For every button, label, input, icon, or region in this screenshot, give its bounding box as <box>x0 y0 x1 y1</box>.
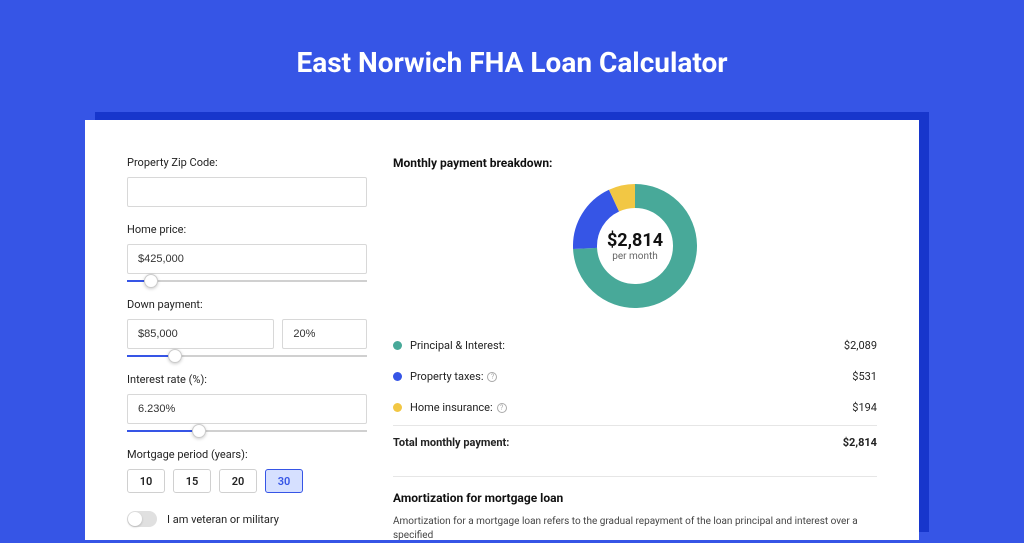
donut-sub: per month <box>607 251 663 262</box>
legend-dot <box>393 403 402 412</box>
mortgage-period-10[interactable]: 10 <box>127 469 165 493</box>
donut-amount: $2,814 <box>607 230 663 251</box>
amortization-text: Amortization for a mortgage loan refers … <box>393 515 877 543</box>
veteran-toggle-handle <box>128 512 142 526</box>
divider <box>393 476 877 477</box>
home-price-label: Home price: <box>127 223 367 236</box>
field-home-price: Home price: <box>127 223 367 282</box>
zip-label: Property Zip Code: <box>127 156 367 169</box>
breakdown-title: Monthly payment breakdown: <box>393 156 877 170</box>
mortgage-period-30[interactable]: 30 <box>265 469 303 493</box>
amortization-title: Amortization for mortgage loan <box>393 491 877 505</box>
breakdown-rows: Principal & Interest:$2,089Property taxe… <box>393 330 877 423</box>
total-value: $2,814 <box>843 436 877 449</box>
breakdown-value: $531 <box>852 370 877 383</box>
legend-dot <box>393 372 402 381</box>
field-interest-rate: Interest rate (%): <box>127 373 367 432</box>
donut-center: $2,814 per month <box>607 230 663 262</box>
interest-rate-input[interactable] <box>127 394 367 424</box>
mortgage-period-label: Mortgage period (years): <box>127 448 367 461</box>
down-payment-percent-input[interactable] <box>282 319 367 349</box>
field-zip: Property Zip Code: <box>127 156 367 207</box>
veteran-label: I am veteran or military <box>167 513 279 526</box>
breakdown-value: $2,089 <box>844 339 877 352</box>
field-mortgage-period: Mortgage period (years): 10 15 20 30 <box>127 448 367 493</box>
mortgage-period-15[interactable]: 15 <box>173 469 211 493</box>
form-column: Property Zip Code: Home price: Down paym… <box>127 156 367 504</box>
home-price-input[interactable] <box>127 244 367 274</box>
donut-chart: $2,814 per month <box>393 184 877 308</box>
zip-input[interactable] <box>127 177 367 207</box>
breakdown-column: Monthly payment breakdown: $2,814 per mo… <box>393 156 877 504</box>
down-payment-amount-input[interactable] <box>127 319 274 349</box>
mortgage-period-20[interactable]: 20 <box>219 469 257 493</box>
info-icon[interactable]: ? <box>497 403 507 413</box>
veteran-toggle-row: I am veteran or military <box>127 511 367 527</box>
breakdown-total-row: Total monthly payment: $2,814 <box>393 425 877 458</box>
donut-arc <box>614 196 635 201</box>
down-payment-slider-knob[interactable] <box>168 349 182 363</box>
home-price-slider-knob[interactable] <box>144 274 158 288</box>
calculator-panel: Property Zip Code: Home price: Down paym… <box>85 120 919 540</box>
interest-rate-slider[interactable] <box>127 430 367 432</box>
breakdown-row: Principal & Interest:$2,089 <box>393 330 877 361</box>
info-icon[interactable]: ? <box>487 372 497 382</box>
mortgage-period-options: 10 15 20 30 <box>127 469 367 493</box>
legend-dot <box>393 341 402 350</box>
field-down-payment: Down payment: <box>127 298 367 357</box>
interest-rate-label: Interest rate (%): <box>127 373 367 386</box>
breakdown-label: Home insurance:? <box>410 401 852 414</box>
breakdown-label: Property taxes:? <box>410 370 852 383</box>
down-payment-slider[interactable] <box>127 355 367 357</box>
interest-rate-slider-knob[interactable] <box>192 424 206 438</box>
page-title: East Norwich FHA Loan Calculator <box>0 0 1024 107</box>
veteran-toggle[interactable] <box>127 511 157 527</box>
down-payment-label: Down payment: <box>127 298 367 311</box>
total-label: Total monthly payment: <box>393 436 843 449</box>
breakdown-row: Property taxes:?$531 <box>393 361 877 392</box>
breakdown-value: $194 <box>852 401 877 414</box>
page-container: East Norwich FHA Loan Calculator Propert… <box>0 0 1024 512</box>
breakdown-row: Home insurance:?$194 <box>393 392 877 423</box>
home-price-slider[interactable] <box>127 280 367 282</box>
breakdown-label: Principal & Interest: <box>410 339 844 352</box>
